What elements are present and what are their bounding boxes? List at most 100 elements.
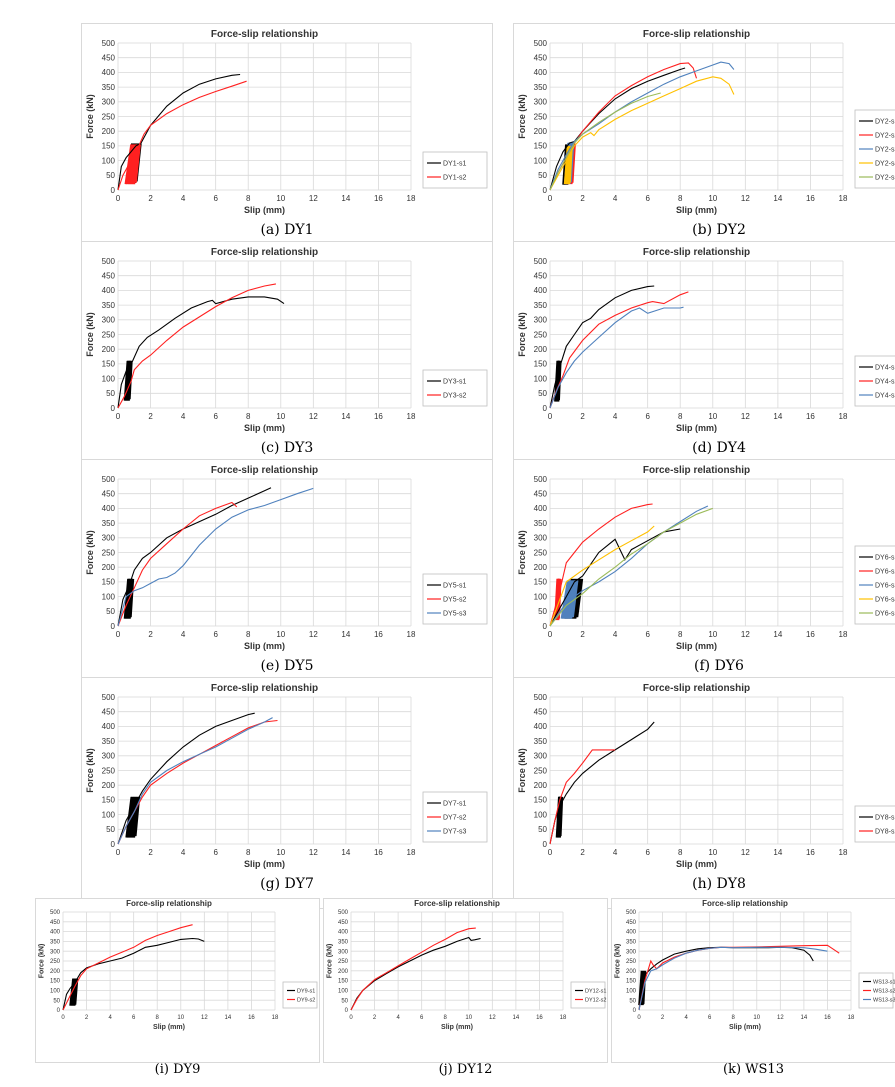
x-tick-label: 2: [148, 194, 153, 203]
series-line-DY9-s1: [62, 937, 205, 1011]
series-line-DY4-s3: [549, 306, 684, 409]
x-axis-label: Slip (mm): [441, 1024, 473, 1031]
figure-caption-b: (b) DY2: [692, 222, 746, 238]
y-tick-label: 0: [543, 404, 548, 413]
x-tick-label: 14: [773, 848, 782, 857]
chart-svg-c: Force-slip relationship05010015020025030…: [81, 241, 493, 473]
x-tick-label: 6: [132, 1015, 136, 1021]
y-tick-label: 300: [338, 949, 349, 955]
x-tick-label: 14: [801, 1015, 808, 1021]
y-tick-label: 50: [538, 171, 547, 180]
x-tick-label: 10: [708, 194, 717, 203]
x-tick-label: 12: [777, 1015, 784, 1021]
x-tick-label: 2: [661, 1015, 665, 1021]
chart-panel-g: Force-slip relationship 0 50 100 150 200 250 30…: [81, 677, 493, 909]
x-tick-label: 0: [349, 1015, 353, 1021]
legend-entry: WS13-s3: [873, 997, 895, 1003]
x-tick-label: 8: [678, 194, 683, 203]
y-tick-label: 300: [102, 98, 116, 107]
legend-box: [422, 369, 488, 407]
x-tick-label: 0: [116, 848, 121, 857]
x-tick-label: 14: [341, 194, 350, 203]
series-line-DY3-s2: [117, 283, 276, 409]
y-tick-label: 50: [341, 998, 348, 1004]
x-tick-label: 18: [407, 194, 416, 203]
chart-panel-h: Force-slip relationship 0 50 100 150 200 250 30…: [513, 677, 895, 909]
x-tick-label: 0: [548, 630, 553, 639]
x-tick-label: 0: [61, 1015, 65, 1021]
x-tick-label: 0: [116, 412, 121, 421]
y-tick-label: 300: [102, 534, 116, 543]
x-tick-label: 2: [580, 412, 585, 421]
x-tick-label: 8: [732, 1015, 736, 1021]
y-tick-label: 300: [534, 534, 548, 543]
series-line-DY6-s4: [549, 525, 655, 627]
y-tick-label: 350: [534, 83, 548, 92]
x-tick-label: 14: [341, 630, 350, 639]
x-tick-label: 16: [806, 194, 815, 203]
x-tick-label: 0: [116, 194, 121, 203]
chart-panel-f: Force-slip relationship 0 50 100 150 200 250 30…: [513, 459, 895, 691]
y-tick-label: 50: [538, 607, 547, 616]
y-tick-label: 450: [102, 708, 116, 717]
legend-entry: DY1-s1: [443, 160, 466, 167]
x-tick-label: 12: [741, 194, 750, 203]
chart-panel-e: Force-slip relationship 0 50 100 150 200 250 30…: [81, 459, 493, 691]
x-tick-label: 0: [116, 630, 121, 639]
series-line-DY6-s2: [549, 503, 653, 627]
chart-title: Force-slip relationship: [643, 29, 750, 40]
y-tick-label: 50: [106, 607, 115, 616]
y-tick-label: 250: [102, 112, 116, 121]
x-tick-label: 14: [225, 1015, 232, 1021]
series-line-WS13-s3: [638, 946, 828, 1011]
x-tick-label: 18: [839, 630, 848, 639]
x-tick-label: 10: [708, 630, 717, 639]
y-tick-label: 50: [629, 998, 636, 1004]
y-tick-label: 150: [534, 360, 548, 369]
y-tick-label: 250: [626, 959, 637, 965]
legend-entry: DY4-s3: [875, 392, 895, 399]
x-tick-label: 14: [773, 630, 782, 639]
y-tick-label: 0: [543, 622, 548, 631]
x-tick-label: 8: [246, 194, 251, 203]
x-tick-label: 6: [708, 1015, 712, 1021]
series-line-DY6-s1: [549, 528, 681, 627]
x-tick-label: 4: [181, 194, 186, 203]
x-tick-label: 0: [548, 848, 553, 857]
y-tick-label: 450: [534, 490, 548, 499]
series-line-DY12-s2: [350, 927, 476, 1011]
cyclic-loop: [554, 360, 562, 402]
figure-caption-k: (k) WS13: [723, 1062, 784, 1077]
legend-box: [570, 981, 606, 1009]
y-tick-label: 500: [102, 39, 116, 48]
y-tick-label: 300: [534, 316, 548, 325]
x-tick-label: 16: [806, 630, 815, 639]
legend-entry: DY6-s2: [875, 568, 895, 575]
x-tick-label: 12: [489, 1015, 496, 1021]
chart-title: Force-slip relationship: [211, 29, 318, 40]
series-line-DY2-s5: [549, 92, 661, 191]
y-tick-label: 500: [102, 475, 116, 484]
legend-entry: DY8-s2: [875, 828, 895, 835]
x-tick-label: 16: [374, 412, 383, 421]
x-tick-label: 18: [407, 848, 416, 857]
y-tick-label: 150: [102, 578, 116, 587]
y-tick-label: 350: [102, 83, 116, 92]
x-tick-label: 6: [645, 848, 650, 857]
x-tick-label: 12: [309, 194, 318, 203]
legend-box: [422, 151, 488, 189]
y-axis-label: Force (kN): [38, 944, 45, 979]
chart-title: Force-slip relationship: [414, 899, 500, 908]
y-tick-label: 400: [534, 722, 548, 731]
y-axis-label: Force (kN): [326, 944, 333, 979]
legend-entry: DY9-s1: [297, 988, 315, 994]
y-tick-label: 400: [102, 722, 116, 731]
y-tick-label: 500: [50, 910, 61, 916]
x-tick-label: 18: [560, 1015, 567, 1021]
legend-entry: DY5-s1: [443, 582, 466, 589]
y-tick-label: 0: [111, 840, 116, 849]
y-tick-label: 400: [534, 68, 548, 77]
cyclic-loops: [554, 360, 562, 402]
x-axis-label: Slip (mm): [729, 1024, 761, 1031]
y-tick-label: 200: [102, 563, 116, 572]
